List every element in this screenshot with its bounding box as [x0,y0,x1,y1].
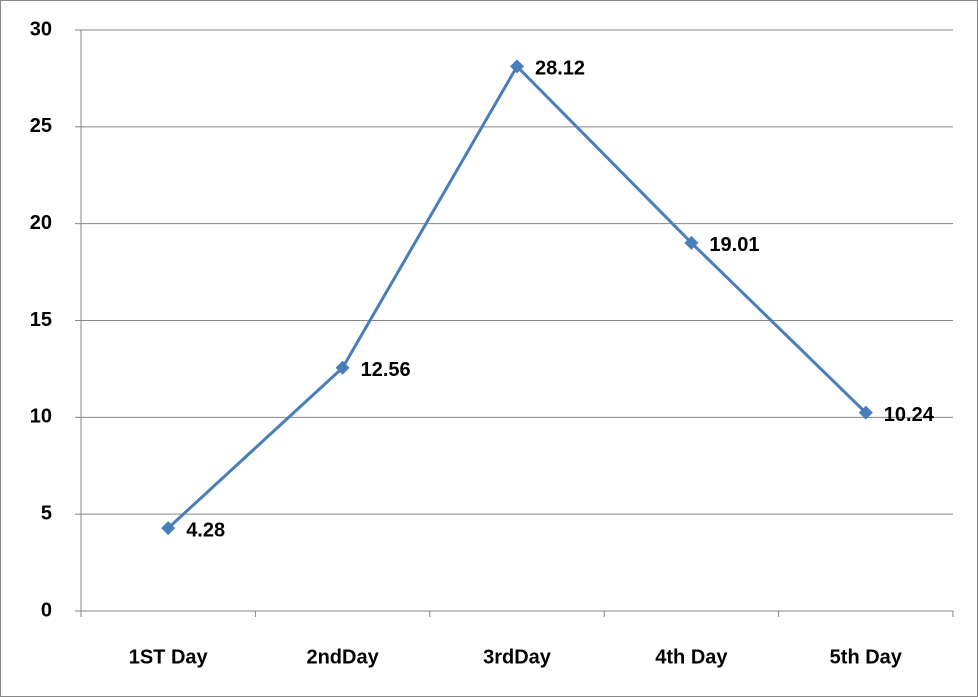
y-tick-label: 10 [30,406,52,428]
x-tick-label: 3rdDay [483,646,552,668]
x-tick-label: 2ndDay [306,646,379,668]
y-tick-label: 5 [41,502,52,524]
y-tick-label: 25 [30,115,52,137]
x-tick-label: 5th Day [830,646,903,668]
y-tick-label: 15 [30,309,52,331]
y-tick-label: 0 [41,599,52,621]
data-label: 4.28 [186,519,225,541]
marker [684,235,699,250]
data-label: 12.56 [361,359,411,381]
marker [335,360,350,375]
marker [858,405,873,420]
marker [510,59,524,74]
y-tick-label: 30 [30,18,52,40]
data-label: 19.01 [709,234,759,256]
data-label: 10.24 [884,404,935,426]
x-tick-label: 1ST Day [129,646,209,668]
marker [161,521,176,536]
data-label: 28.12 [535,58,585,80]
y-tick-label: 20 [30,212,52,234]
x-tick-label: 4th Day [655,646,728,668]
